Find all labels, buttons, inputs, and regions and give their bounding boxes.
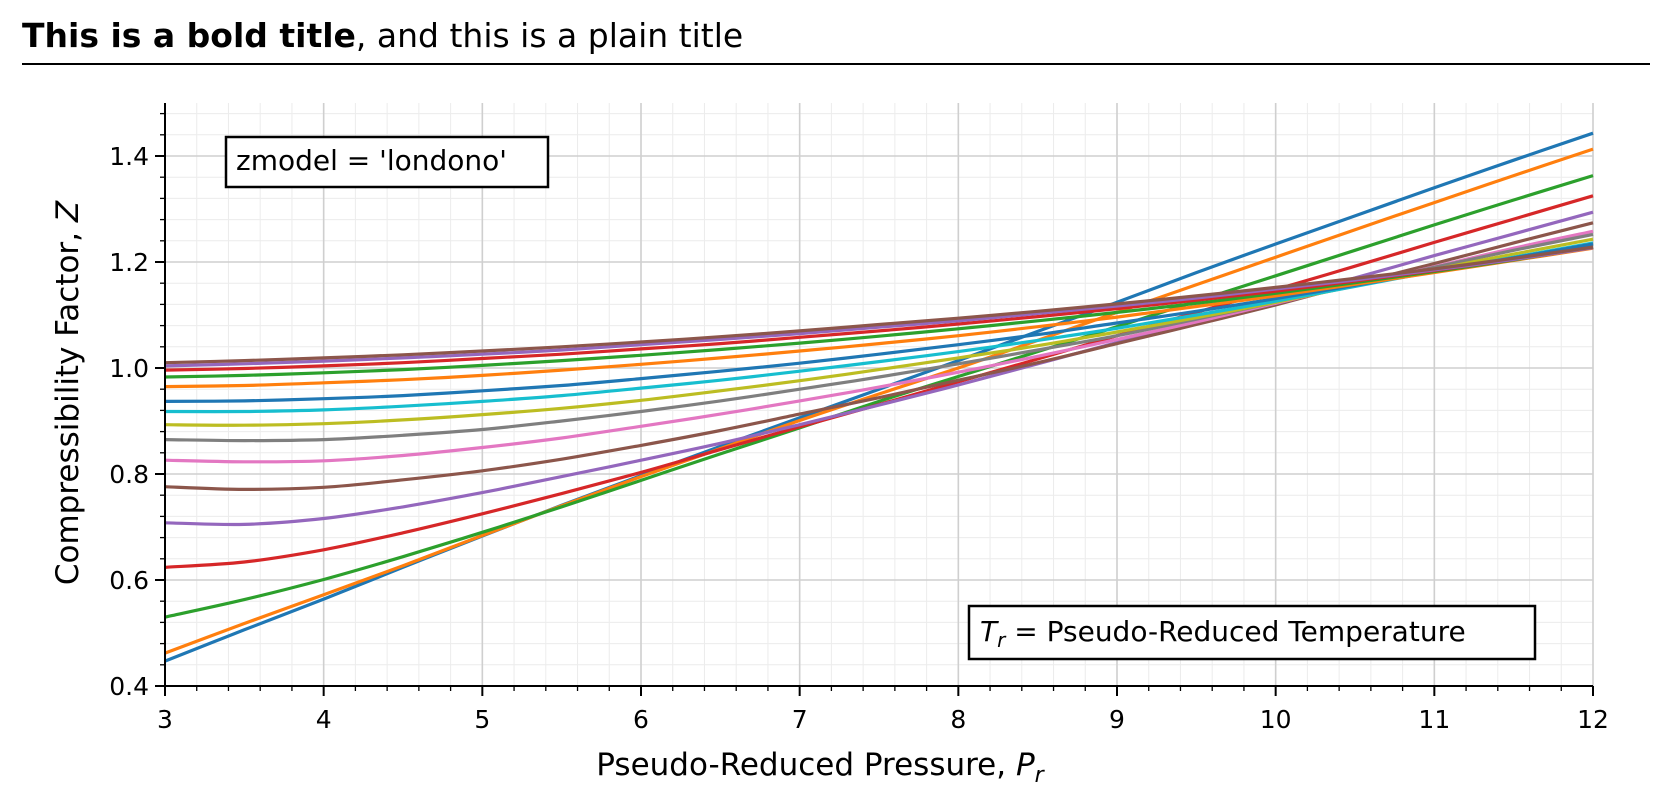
series-line-14 (164, 245, 1594, 372)
model-annotation-text: zmodel = 'londono' (236, 144, 507, 177)
x-tick-label: 12 (1577, 705, 1609, 734)
series-line-2 (164, 147, 1594, 655)
title-bold-part: This is a bold title (22, 16, 356, 55)
y-tick-label: 0.6 (109, 566, 149, 595)
y-axis-label: Compressibility Factor, Z (50, 200, 86, 585)
y-tick-label: 0.8 (109, 460, 149, 489)
title-underline (22, 63, 1650, 65)
series-lines (164, 131, 1594, 663)
chart-title: This is a bold title, and this is a plai… (22, 16, 743, 55)
y-tick-label: 0.4 (109, 672, 149, 701)
x-tick-label: 9 (1109, 705, 1125, 734)
x-tick-label: 5 (474, 705, 490, 734)
axes (164, 103, 1593, 687)
x-tick-label: 3 (157, 705, 173, 734)
series-line-15 (164, 246, 1594, 368)
temperature-annotation-box: Tr = Pseudo-Reduced Temperature (967, 604, 1537, 661)
series-line-12 (164, 246, 1594, 389)
y-tick-label: 1.0 (109, 354, 149, 383)
title-plain-part: , and this is a plain title (355, 16, 744, 55)
x-tick-label: 6 (633, 705, 649, 734)
x-tick-label: 10 (1260, 705, 1292, 734)
x-tick-label: 4 (316, 705, 332, 734)
x-tick-label: 7 (792, 705, 808, 734)
ticks: 3 4 5 6 7 8 9 10 11 12 0.4 0.6 0.8 1.0 1.2 1.4 (109, 112, 1609, 734)
y-tick-label: 1.4 (109, 142, 149, 171)
x-tick-label: 8 (950, 705, 966, 734)
series-line-3 (164, 174, 1594, 619)
x-axis-label: Pseudo-Reduced Pressure, Pr (596, 747, 1045, 788)
x-tick-label: 11 (1418, 705, 1450, 734)
temperature-annotation-text: Tr = Pseudo-Reduced Temperature (980, 615, 1466, 652)
y-tick-label: 1.2 (109, 248, 149, 277)
model-annotation-box: zmodel = 'londono' (224, 135, 550, 189)
series-line-16 (164, 245, 1594, 365)
